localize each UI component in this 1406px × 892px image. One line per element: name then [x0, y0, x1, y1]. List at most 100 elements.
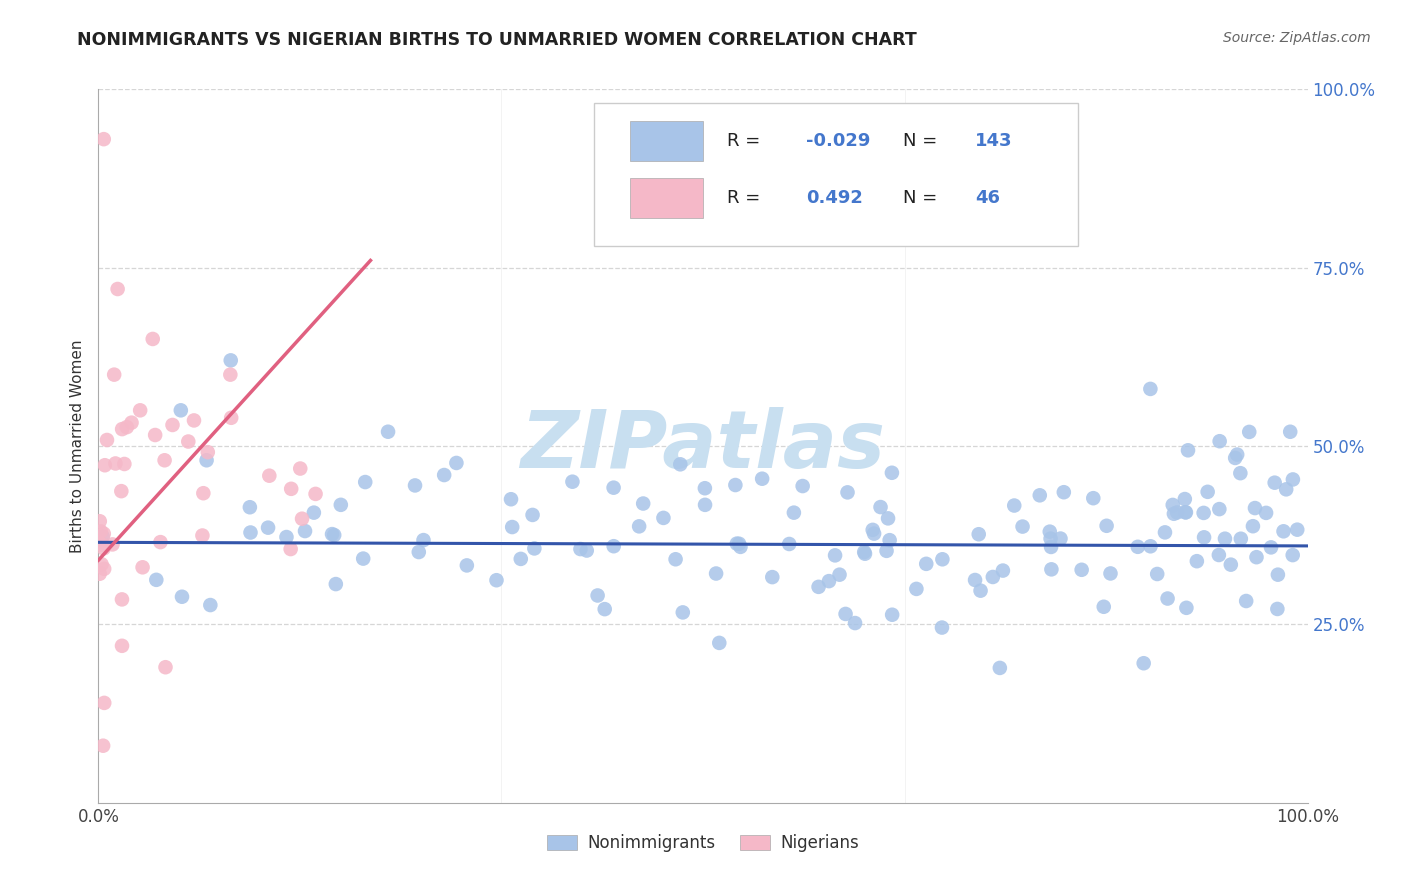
Point: [408, 545, 430, 559]
Point: [709, 636, 731, 650]
Point: [377, 425, 399, 439]
Point: [110, 484, 132, 499]
Point: [96, 433, 118, 447]
Point: [575, 543, 598, 558]
Point: [1286, 523, 1309, 537]
Point: [412, 533, 434, 548]
Point: [1275, 483, 1298, 497]
Point: [352, 551, 374, 566]
Point: [323, 528, 346, 542]
Point: [1177, 443, 1199, 458]
FancyBboxPatch shape: [595, 103, 1078, 246]
Point: [1279, 425, 1302, 439]
Point: [90, 558, 112, 572]
Point: [1156, 591, 1178, 606]
Point: [1267, 602, 1289, 616]
Point: [1197, 484, 1219, 499]
Point: [1264, 475, 1286, 490]
Point: [561, 475, 583, 489]
Point: [963, 573, 986, 587]
Point: [257, 521, 280, 535]
Point: [1166, 505, 1188, 519]
Legend: Nonimmigrants, Nigerians: Nonimmigrants, Nigerians: [540, 828, 866, 859]
Point: [931, 621, 953, 635]
Point: [1099, 566, 1122, 581]
Point: [1244, 501, 1267, 516]
Point: [499, 492, 522, 507]
Point: [91, 530, 114, 544]
Point: [170, 403, 193, 417]
Point: [302, 506, 325, 520]
Text: R =: R =: [727, 189, 766, 207]
Point: [354, 475, 377, 489]
Point: [501, 520, 523, 534]
Point: [219, 410, 242, 425]
Point: [456, 558, 478, 573]
Point: [115, 420, 138, 434]
Point: [93, 562, 115, 576]
Point: [509, 552, 531, 566]
Point: [783, 506, 806, 520]
Point: [593, 602, 616, 616]
Point: [1174, 491, 1197, 506]
Point: [1029, 488, 1052, 502]
Point: [145, 573, 167, 587]
Point: [586, 589, 609, 603]
Point: [170, 590, 193, 604]
Point: [824, 549, 846, 563]
Point: [1163, 507, 1185, 521]
Point: [276, 530, 298, 544]
Point: [290, 461, 312, 475]
Point: [1281, 548, 1303, 562]
Point: [1260, 541, 1282, 555]
Point: [104, 457, 127, 471]
Text: -0.029: -0.029: [806, 132, 870, 150]
Point: [1002, 499, 1025, 513]
Point: [1241, 519, 1264, 533]
Point: [111, 639, 134, 653]
Point: [834, 607, 856, 621]
Point: [294, 524, 316, 538]
Point: [321, 527, 343, 541]
Point: [404, 478, 426, 492]
Point: [730, 540, 752, 554]
Point: [111, 422, 134, 436]
Point: [778, 537, 800, 551]
Point: [433, 468, 456, 483]
Point: [1095, 518, 1118, 533]
Point: [93, 132, 115, 146]
Point: [863, 526, 886, 541]
Text: NONIMMIGRANTS VS NIGERIAN BIRTHS TO UNMARRIED WOMEN CORRELATION CHART: NONIMMIGRANTS VS NIGERIAN BIRTHS TO UNMA…: [77, 31, 917, 49]
Point: [602, 481, 624, 495]
Point: [90, 538, 112, 552]
Point: [882, 607, 904, 622]
Text: ZIPatlas: ZIPatlas: [520, 407, 886, 485]
Point: [485, 573, 508, 587]
Point: [121, 416, 143, 430]
Point: [239, 500, 262, 515]
Point: [155, 660, 177, 674]
Point: [1267, 567, 1289, 582]
Text: 46: 46: [976, 189, 1000, 207]
Point: [1011, 519, 1033, 533]
Point: [880, 466, 903, 480]
Point: [1225, 450, 1247, 465]
FancyBboxPatch shape: [630, 178, 703, 218]
Point: [862, 523, 884, 537]
Point: [280, 482, 302, 496]
Point: [1040, 562, 1063, 576]
Point: [1132, 657, 1154, 671]
Point: [1053, 485, 1076, 500]
Point: [931, 552, 953, 566]
Point: [1070, 563, 1092, 577]
Point: [259, 468, 281, 483]
Point: [1239, 425, 1261, 439]
Point: [1175, 600, 1198, 615]
Point: [93, 696, 115, 710]
Point: [672, 606, 695, 620]
Point: [197, 445, 219, 459]
Point: [93, 526, 115, 541]
Point: [239, 525, 262, 540]
Point: [915, 557, 938, 571]
Point: [879, 533, 901, 548]
